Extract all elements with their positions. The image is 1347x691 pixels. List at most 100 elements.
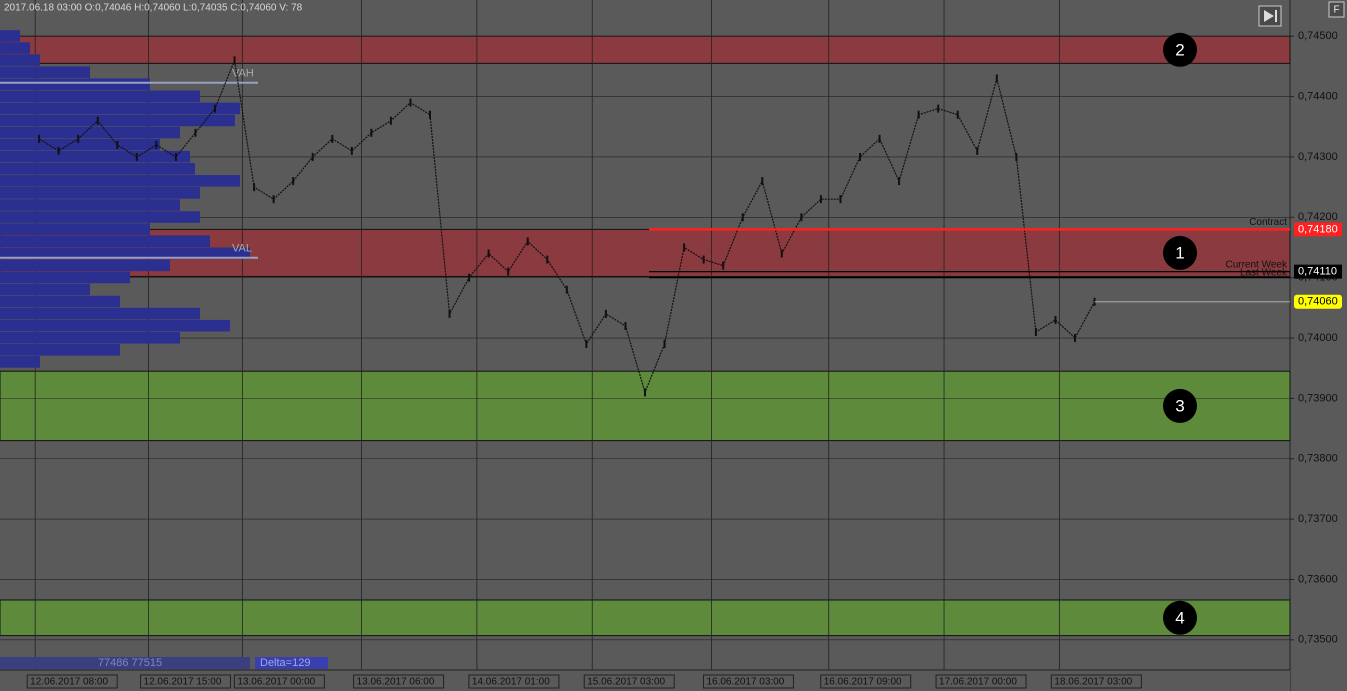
profile-bar bbox=[0, 331, 180, 344]
value-area-label: VAH bbox=[232, 68, 254, 80]
profile-bar bbox=[0, 356, 40, 368]
price-bar bbox=[722, 261, 725, 270]
zone-badge bbox=[1163, 388, 1197, 423]
price-bar bbox=[546, 255, 549, 264]
price-bar bbox=[800, 213, 803, 222]
zone-label: 2 bbox=[1175, 40, 1184, 59]
profile-bar bbox=[0, 319, 230, 332]
price-bar bbox=[1034, 327, 1037, 336]
x-tick-label: 18.06.2017 03:00 bbox=[1054, 677, 1132, 688]
delta-box bbox=[255, 657, 328, 669]
price-bar bbox=[331, 134, 334, 143]
price-bar bbox=[214, 104, 216, 113]
price-bar bbox=[409, 98, 412, 107]
profile-bar bbox=[0, 102, 240, 115]
price-bar bbox=[819, 195, 822, 204]
price-tag-label: 0,74180 bbox=[1298, 223, 1338, 235]
price-bar bbox=[38, 134, 41, 143]
price-tag bbox=[1294, 264, 1342, 279]
price-bar bbox=[839, 195, 842, 204]
profile-bar bbox=[0, 271, 130, 284]
level-name: Last Week bbox=[1240, 267, 1288, 278]
price-bar bbox=[370, 128, 373, 137]
price-bar bbox=[272, 195, 275, 204]
x-tick-box bbox=[820, 674, 912, 689]
price-bar bbox=[1074, 334, 1076, 343]
price-bar bbox=[663, 340, 666, 349]
x-tick-box bbox=[583, 674, 675, 689]
fullscreen-icon: F bbox=[1333, 5, 1339, 16]
fullscreen-button[interactable] bbox=[1328, 1, 1345, 18]
profile-bar bbox=[0, 90, 200, 103]
level-name: Current Week bbox=[1225, 259, 1288, 270]
x-tick-box bbox=[935, 674, 1027, 689]
zone bbox=[0, 370, 1291, 442]
profile-bar bbox=[0, 30, 20, 42]
price-bar bbox=[96, 116, 99, 125]
profile-bar bbox=[0, 223, 150, 235]
price-bar bbox=[526, 237, 529, 246]
zone-badge bbox=[1163, 235, 1197, 270]
profile-bar bbox=[0, 162, 195, 175]
price-bar bbox=[194, 128, 197, 137]
x-tick-label: 17.06.2017 00:00 bbox=[939, 677, 1017, 688]
x-tick-box bbox=[702, 674, 794, 689]
x-tick-label: 15.06.2017 03:00 bbox=[587, 677, 665, 688]
price-bar bbox=[174, 152, 177, 161]
price-bar bbox=[507, 267, 510, 276]
price-bar bbox=[311, 152, 314, 161]
price-bar bbox=[1015, 152, 1018, 161]
y-tick-label: 0,73500 bbox=[1298, 634, 1338, 646]
profile-bar bbox=[0, 114, 235, 127]
x-tick-label: 13.06.2017 00:00 bbox=[237, 677, 315, 688]
price-bar bbox=[116, 140, 119, 149]
y-tick-label: 0,73900 bbox=[1298, 392, 1338, 404]
profile-bar bbox=[0, 42, 30, 54]
price-bar bbox=[155, 140, 158, 149]
price-bar bbox=[702, 255, 705, 264]
level-name: Contract bbox=[1249, 217, 1287, 228]
zone-label: 1 bbox=[1175, 243, 1184, 262]
price-bar bbox=[976, 146, 979, 155]
price-bar bbox=[741, 213, 744, 222]
price-bar bbox=[350, 146, 353, 155]
y-tick-label: 0,73800 bbox=[1298, 453, 1338, 465]
y-tick-label: 0,74500 bbox=[1298, 30, 1338, 42]
x-tick-box bbox=[1050, 674, 1142, 689]
zone-badge bbox=[1163, 32, 1197, 67]
x-tick-label: 12.06.2017 15:00 bbox=[144, 677, 222, 688]
profile-bar bbox=[0, 126, 180, 139]
price-bar bbox=[604, 309, 607, 318]
price-bar bbox=[780, 249, 783, 258]
x-tick-box bbox=[468, 674, 560, 689]
profile-bar bbox=[0, 66, 90, 78]
x-tick-box bbox=[353, 674, 445, 689]
totals-box bbox=[0, 657, 250, 669]
y-tick-label: 0,74400 bbox=[1298, 90, 1338, 102]
profile-bar bbox=[0, 54, 40, 66]
price-bar bbox=[917, 110, 920, 119]
profile-bar bbox=[0, 247, 250, 260]
price-bar bbox=[253, 183, 256, 192]
y-tick-label: 0,73700 bbox=[1298, 513, 1338, 525]
price-bar bbox=[878, 134, 881, 143]
price-axis bbox=[1290, 0, 1347, 691]
y-tick-label: 0,74300 bbox=[1298, 151, 1338, 163]
profile-bar bbox=[0, 283, 90, 296]
value-area-label: VAL bbox=[232, 243, 252, 255]
price-tag bbox=[1294, 294, 1342, 309]
header-info: 2017.06.18 03:00 O:0,74046 H:0,74060 L:0… bbox=[4, 3, 303, 14]
price-bar bbox=[135, 152, 138, 161]
profile-bar bbox=[0, 187, 200, 199]
price-bar bbox=[859, 152, 861, 161]
price-tag-label: 0,74110 bbox=[1298, 266, 1337, 278]
totals: 77486 77515 bbox=[98, 657, 162, 669]
price-bar bbox=[429, 110, 431, 119]
x-tick-label: 16.06.2017 09:00 bbox=[824, 677, 902, 688]
x-tick-box bbox=[140, 674, 232, 689]
zone-label: 4 bbox=[1175, 608, 1184, 627]
price-bar bbox=[898, 177, 901, 186]
